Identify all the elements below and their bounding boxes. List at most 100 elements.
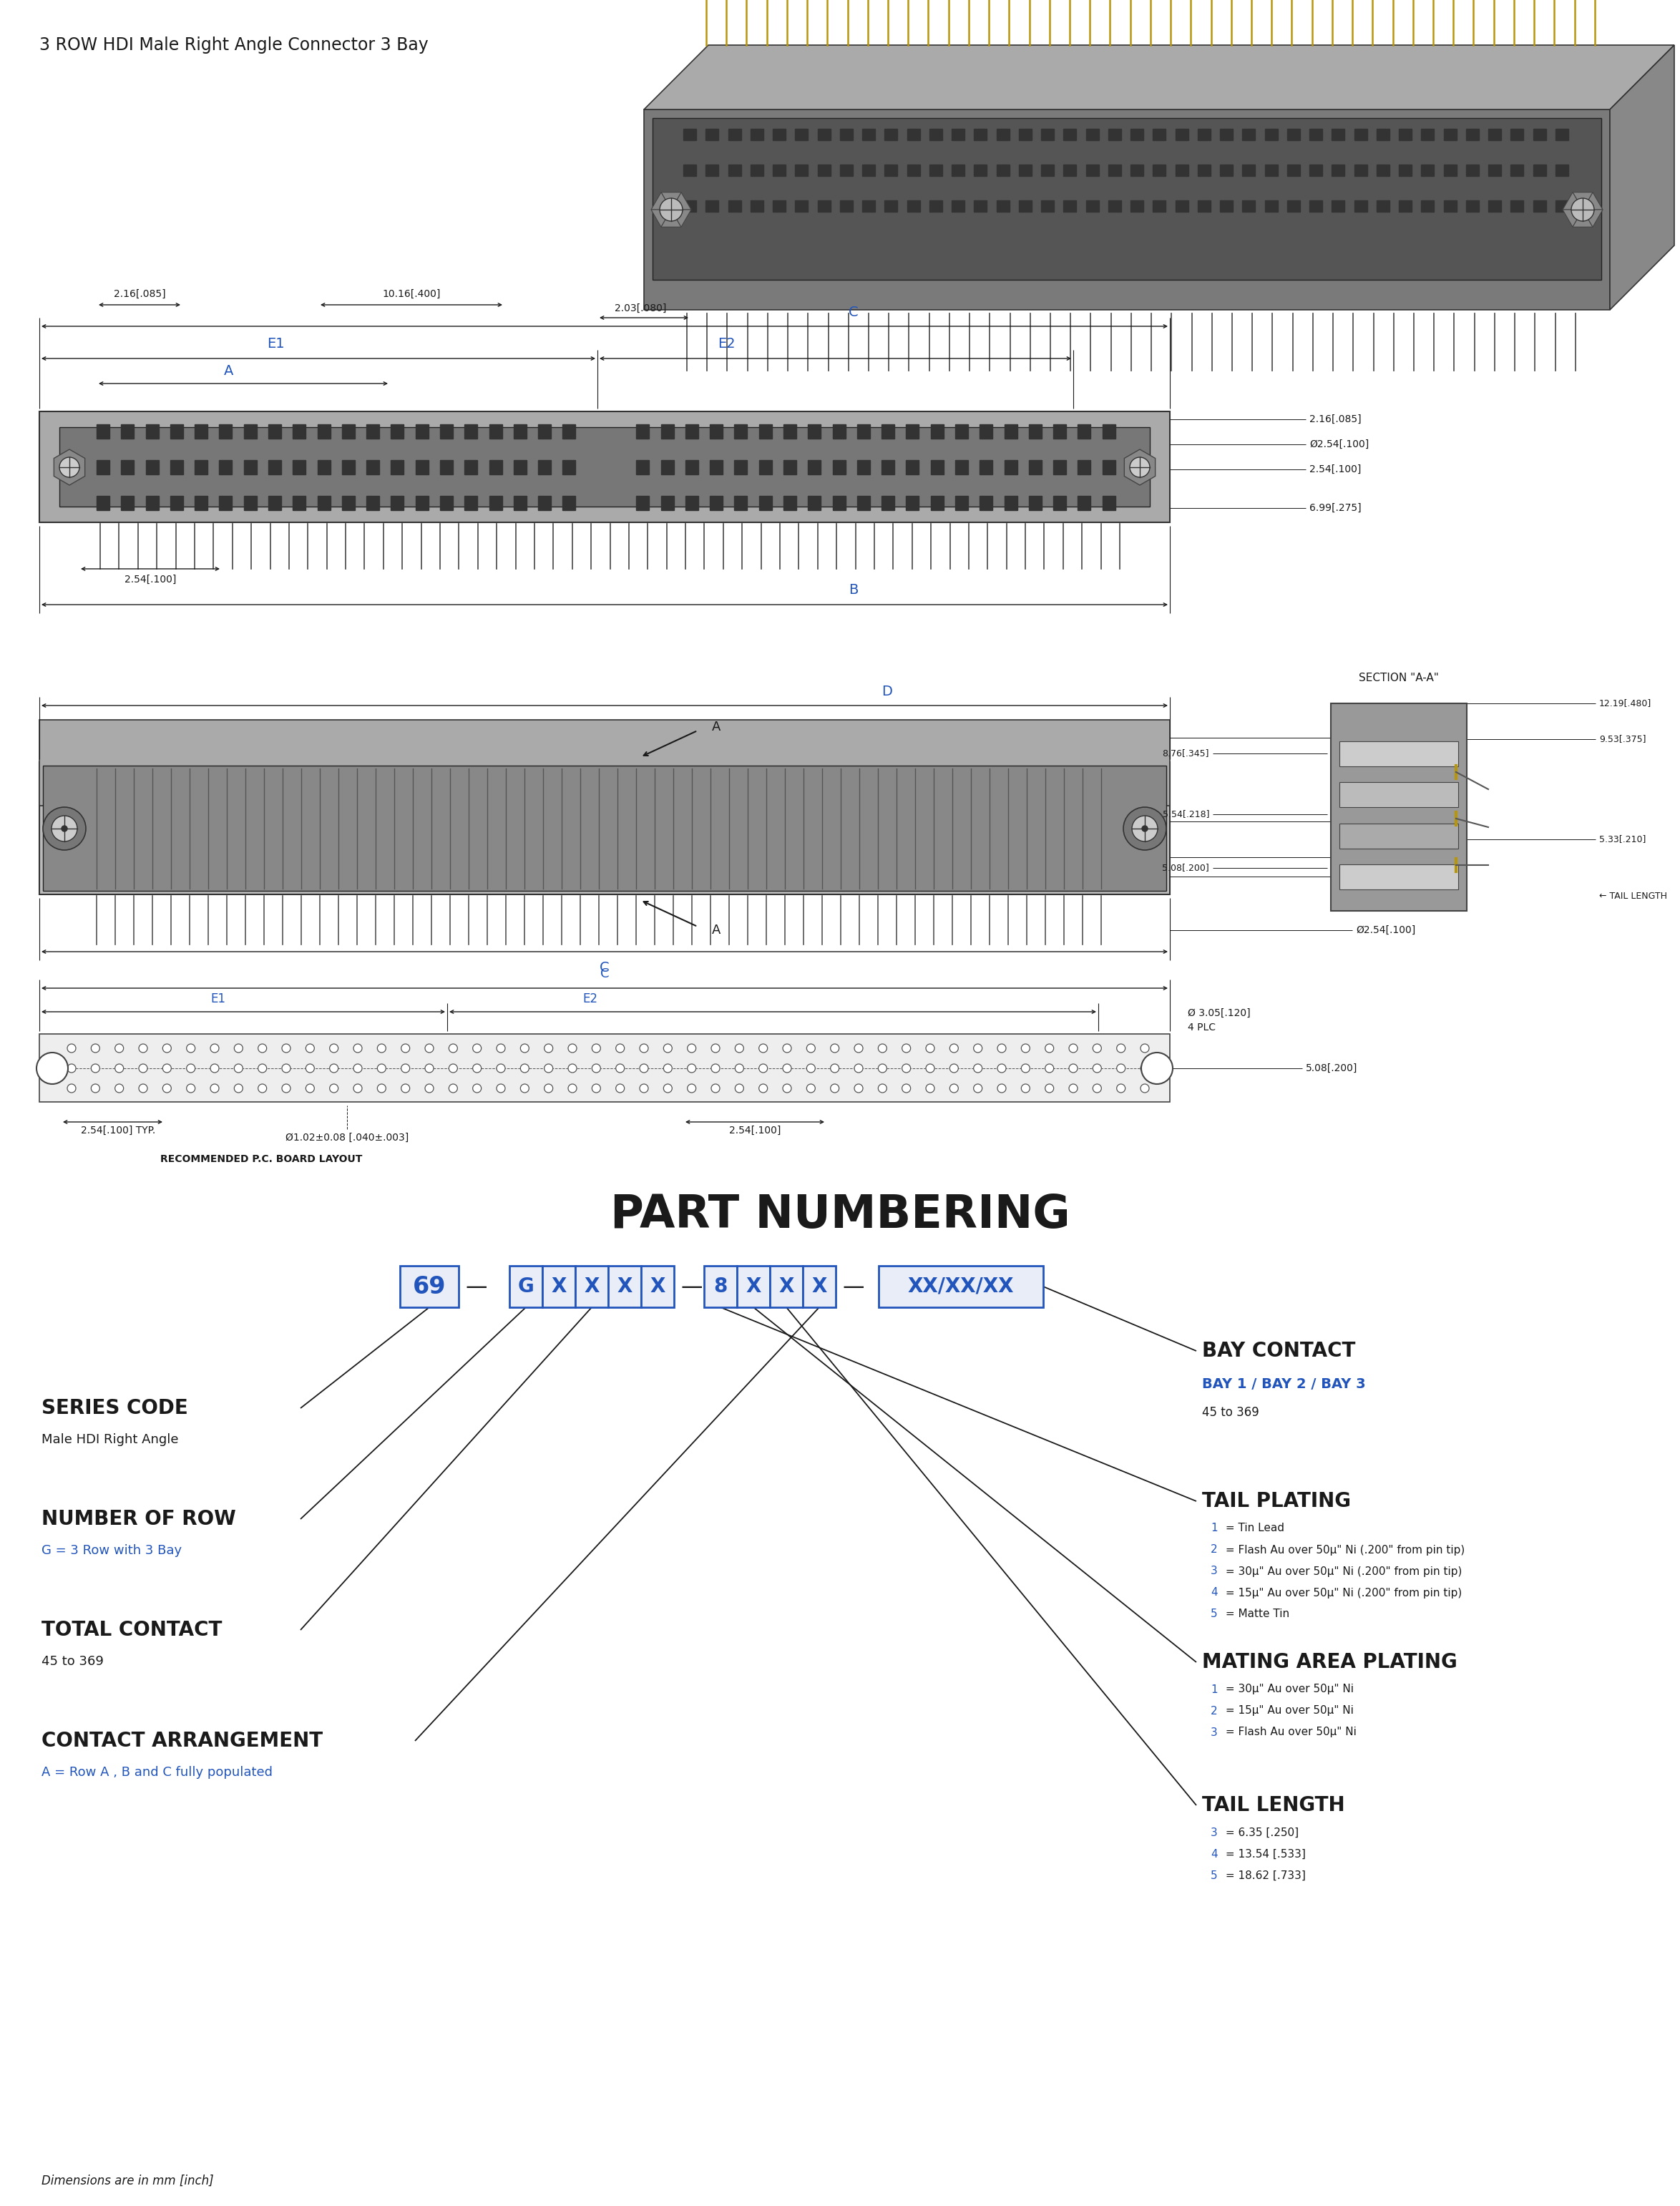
Circle shape	[617, 1063, 625, 1072]
Text: SECTION "A-A": SECTION "A-A"	[1359, 673, 1438, 684]
Text: 1: 1	[1211, 1522, 1218, 1533]
Bar	[956, 424, 968, 439]
Bar	[195, 461, 208, 474]
Text: A: A	[712, 924, 721, 938]
Circle shape	[521, 1063, 529, 1072]
Circle shape	[1021, 1063, 1030, 1072]
Bar	[808, 496, 822, 510]
Text: 8: 8	[714, 1277, 727, 1297]
Text: 3: 3	[1211, 1827, 1218, 1838]
Circle shape	[62, 825, 67, 832]
Circle shape	[44, 807, 86, 849]
Bar	[996, 165, 1010, 176]
Circle shape	[497, 1043, 506, 1052]
Bar	[121, 496, 134, 510]
Bar	[292, 496, 306, 510]
Text: 8.76[.345]: 8.76[.345]	[1163, 748, 1210, 759]
Text: 45 to 369: 45 to 369	[1203, 1405, 1258, 1418]
Bar	[1287, 201, 1300, 212]
Bar	[906, 424, 919, 439]
Text: 45 to 369: 45 to 369	[42, 1654, 104, 1668]
Bar	[783, 461, 796, 474]
Bar	[684, 165, 696, 176]
Polygon shape	[670, 210, 690, 227]
Circle shape	[472, 1043, 480, 1052]
Bar	[751, 201, 763, 212]
Circle shape	[830, 1043, 838, 1052]
Circle shape	[687, 1063, 696, 1072]
Bar	[885, 201, 897, 212]
Bar	[1532, 128, 1546, 141]
Bar	[882, 461, 894, 474]
Bar	[1339, 783, 1458, 807]
Bar	[39, 413, 1169, 523]
Text: 3 ROW HDI Male Right Angle Connector 3 Bay: 3 ROW HDI Male Right Angle Connector 3 B…	[39, 38, 428, 53]
Circle shape	[664, 1063, 672, 1072]
Bar	[1042, 201, 1053, 212]
Bar	[1287, 165, 1300, 176]
Bar	[563, 424, 576, 439]
Circle shape	[902, 1063, 911, 1072]
Bar	[1102, 424, 1116, 439]
Circle shape	[402, 1083, 410, 1092]
Bar	[220, 461, 232, 474]
Text: 2.16[.085]: 2.16[.085]	[114, 289, 166, 300]
Circle shape	[449, 1043, 457, 1052]
Bar	[660, 461, 674, 474]
Bar	[1018, 165, 1032, 176]
Text: E1: E1	[210, 993, 225, 1006]
Circle shape	[759, 1083, 768, 1092]
Circle shape	[711, 1063, 719, 1072]
Text: 2.03[.080]: 2.03[.080]	[615, 304, 667, 313]
Circle shape	[353, 1063, 363, 1072]
Text: TAIL LENGTH: TAIL LENGTH	[1203, 1796, 1346, 1816]
Bar	[1399, 128, 1411, 141]
Bar	[1063, 201, 1077, 212]
Circle shape	[259, 1083, 267, 1092]
Circle shape	[998, 1083, 1006, 1092]
Bar	[684, 201, 696, 212]
Bar	[637, 461, 648, 474]
Bar	[951, 201, 964, 212]
Text: = 15μ" Au over 50μ" Ni: = 15μ" Au over 50μ" Ni	[1221, 1705, 1354, 1716]
Bar	[538, 496, 551, 510]
Bar	[906, 461, 919, 474]
Text: 5.54[.218]: 5.54[.218]	[1163, 810, 1210, 818]
Text: X: X	[811, 1277, 827, 1297]
Circle shape	[806, 1063, 815, 1072]
Bar	[1131, 201, 1144, 212]
Text: E2: E2	[717, 338, 736, 351]
Bar	[783, 424, 796, 439]
Bar	[1053, 496, 1067, 510]
Bar	[563, 496, 576, 510]
Bar	[1265, 165, 1277, 176]
Bar	[514, 461, 526, 474]
Bar	[391, 424, 403, 439]
Text: B: B	[848, 585, 858, 598]
Circle shape	[1068, 1043, 1077, 1052]
Bar	[44, 765, 1166, 891]
Bar	[292, 424, 306, 439]
Bar	[795, 165, 808, 176]
Text: = Flash Au over 50μ" Ni (.200" from pin tip): = Flash Au over 50μ" Ni (.200" from pin …	[1221, 1544, 1465, 1555]
Circle shape	[591, 1063, 600, 1072]
Bar	[440, 496, 454, 510]
Bar	[39, 1035, 1169, 1103]
Text: BAY 1 / BAY 2 / BAY 3: BAY 1 / BAY 2 / BAY 3	[1203, 1377, 1366, 1390]
Text: X: X	[780, 1277, 795, 1297]
Bar	[170, 461, 183, 474]
Circle shape	[449, 1083, 457, 1092]
Bar	[840, 201, 853, 212]
Bar	[840, 165, 853, 176]
Circle shape	[163, 1083, 171, 1092]
Circle shape	[306, 1083, 314, 1092]
Circle shape	[306, 1043, 314, 1052]
Bar	[195, 496, 208, 510]
Bar	[170, 424, 183, 439]
Bar	[751, 165, 763, 176]
Circle shape	[67, 1043, 76, 1052]
Circle shape	[664, 1083, 672, 1092]
Bar	[818, 165, 830, 176]
Bar	[773, 201, 786, 212]
Circle shape	[660, 199, 682, 221]
